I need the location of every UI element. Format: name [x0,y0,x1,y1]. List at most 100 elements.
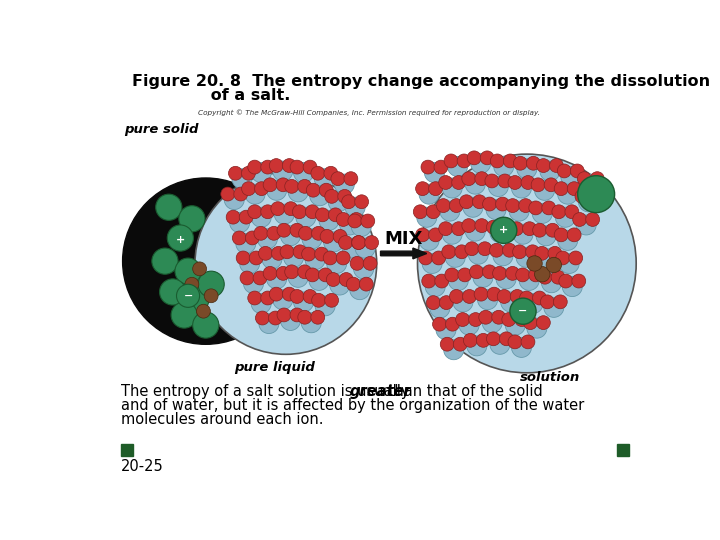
Circle shape [248,160,261,174]
Circle shape [576,215,596,235]
Circle shape [572,213,587,226]
Text: +: + [176,235,185,245]
Circle shape [523,222,536,235]
Circle shape [474,219,489,233]
Circle shape [444,154,458,168]
Circle shape [253,271,267,285]
Circle shape [242,182,256,195]
Circle shape [498,174,512,188]
Circle shape [510,298,536,325]
Circle shape [511,338,531,357]
Circle shape [290,308,304,322]
Circle shape [185,278,199,291]
Circle shape [521,335,535,349]
Circle shape [554,182,568,195]
Circle shape [336,213,350,226]
Circle shape [567,228,581,242]
Circle shape [301,313,321,333]
Circle shape [251,163,271,183]
Circle shape [293,245,307,259]
Circle shape [570,164,584,178]
Circle shape [299,226,312,240]
Circle shape [490,244,503,257]
Circle shape [438,176,453,190]
Circle shape [528,201,543,215]
Circle shape [442,178,462,198]
Circle shape [532,204,552,224]
Circle shape [546,224,559,237]
Circle shape [175,258,201,284]
Circle shape [494,157,514,177]
Circle shape [577,176,615,213]
Circle shape [324,166,338,180]
Circle shape [245,184,265,204]
Circle shape [311,310,325,324]
Circle shape [482,197,497,211]
Circle shape [492,266,506,280]
Circle shape [261,160,274,174]
Circle shape [467,336,487,356]
Circle shape [534,180,554,200]
Circle shape [422,253,442,273]
Circle shape [413,205,427,219]
Circle shape [474,287,488,301]
Circle shape [348,214,361,228]
Circle shape [490,222,510,242]
Circle shape [355,238,375,258]
Circle shape [455,245,469,259]
Circle shape [434,160,448,174]
Circle shape [513,245,526,259]
Circle shape [221,187,235,201]
Circle shape [328,192,348,212]
Circle shape [236,251,250,265]
Circle shape [224,190,244,210]
Circle shape [575,190,589,203]
Circle shape [171,302,197,328]
Circle shape [555,207,575,227]
Circle shape [288,182,308,202]
Circle shape [508,335,522,349]
Circle shape [261,291,274,305]
Circle shape [269,311,282,325]
Circle shape [503,244,516,257]
Circle shape [309,271,329,291]
Circle shape [277,224,291,237]
Circle shape [517,159,537,179]
Circle shape [457,154,471,168]
Circle shape [298,179,312,193]
Circle shape [428,228,443,242]
Circle shape [435,274,449,288]
Text: Copyright © The McGraw-Hill Companies, Inc. Permission required for reproduction: Copyright © The McGraw-Hill Companies, I… [198,110,540,116]
Circle shape [471,153,490,173]
Circle shape [535,246,549,260]
Circle shape [479,310,492,324]
Circle shape [465,221,485,241]
Circle shape [526,156,540,170]
Circle shape [336,251,350,265]
Text: −: − [518,306,528,316]
Circle shape [513,224,533,244]
Circle shape [359,277,373,291]
Circle shape [271,202,284,215]
Text: pure solid: pure solid [124,123,199,136]
Circle shape [542,201,556,215]
Circle shape [500,292,521,312]
Circle shape [528,268,543,282]
Text: pure liquid: pure liquid [235,361,315,374]
Circle shape [469,313,482,327]
Circle shape [290,224,304,237]
Circle shape [122,178,289,345]
Circle shape [284,247,304,267]
Circle shape [459,195,473,208]
Circle shape [465,174,485,194]
Circle shape [349,213,363,226]
Circle shape [355,195,369,208]
Text: +: + [499,225,508,235]
Circle shape [519,271,539,291]
Circle shape [541,295,554,309]
Circle shape [562,276,582,296]
Circle shape [294,292,314,312]
Circle shape [179,206,205,232]
Circle shape [442,224,462,244]
Circle shape [436,199,450,213]
